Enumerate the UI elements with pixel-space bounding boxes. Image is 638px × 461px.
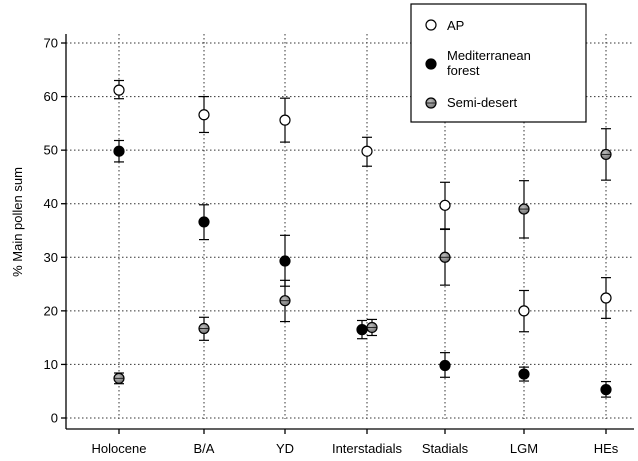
- series-1: [113, 139, 612, 398]
- x-tick-label: Holocene: [92, 441, 147, 456]
- y-tick-label: 60: [44, 89, 58, 104]
- x-tick-label: Interstadials: [332, 441, 403, 456]
- legend-box: [410, 3, 587, 123]
- data-point: [600, 384, 612, 396]
- x-tick-label: B/A: [194, 441, 215, 456]
- y-tick-label: 70: [44, 36, 58, 51]
- legend-label: AP: [447, 18, 464, 33]
- data-point: [518, 305, 530, 317]
- data-point: [198, 216, 210, 228]
- y-tick-label: 20: [44, 303, 58, 318]
- legend-label: Mediterranean: [447, 48, 531, 63]
- data-point: [279, 114, 291, 126]
- x-tick-label: Stadials: [422, 441, 469, 456]
- data-series: [113, 79, 612, 398]
- legend-marker: [425, 58, 437, 70]
- data-point: [600, 292, 612, 304]
- y-tick-label: 30: [44, 250, 58, 265]
- series-0: [113, 79, 612, 333]
- data-point: [361, 145, 373, 157]
- data-point: [113, 84, 125, 96]
- y-tick-label: 50: [44, 143, 58, 158]
- data-point: [439, 199, 451, 211]
- data-point: [356, 324, 368, 336]
- legend-label: Semi-desert: [447, 95, 517, 110]
- series-2: [113, 128, 612, 385]
- y-axis-label: % Main pollen sum: [10, 167, 25, 277]
- data-point: [113, 145, 125, 157]
- x-tick-label: LGM: [510, 441, 538, 456]
- y-tick-label: 0: [51, 411, 58, 426]
- axes: [61, 34, 634, 434]
- legend-label: forest: [447, 63, 480, 78]
- y-tick-label: 10: [44, 357, 58, 372]
- x-tick-label: HEs: [594, 441, 619, 456]
- data-point: [439, 359, 451, 372]
- y-tick-label: 40: [44, 196, 58, 211]
- data-point: [518, 368, 530, 380]
- x-tick-label: YD: [276, 441, 294, 456]
- y-tick-labels: 0 10 20 30 40 50 60 70: [44, 36, 58, 426]
- data-point: [198, 109, 210, 121]
- legend-marker: [425, 19, 437, 31]
- data-point: [279, 255, 291, 267]
- x-tick-labels: Holocene B/A YD Interstadials Stadials LGM HEs: [92, 441, 619, 456]
